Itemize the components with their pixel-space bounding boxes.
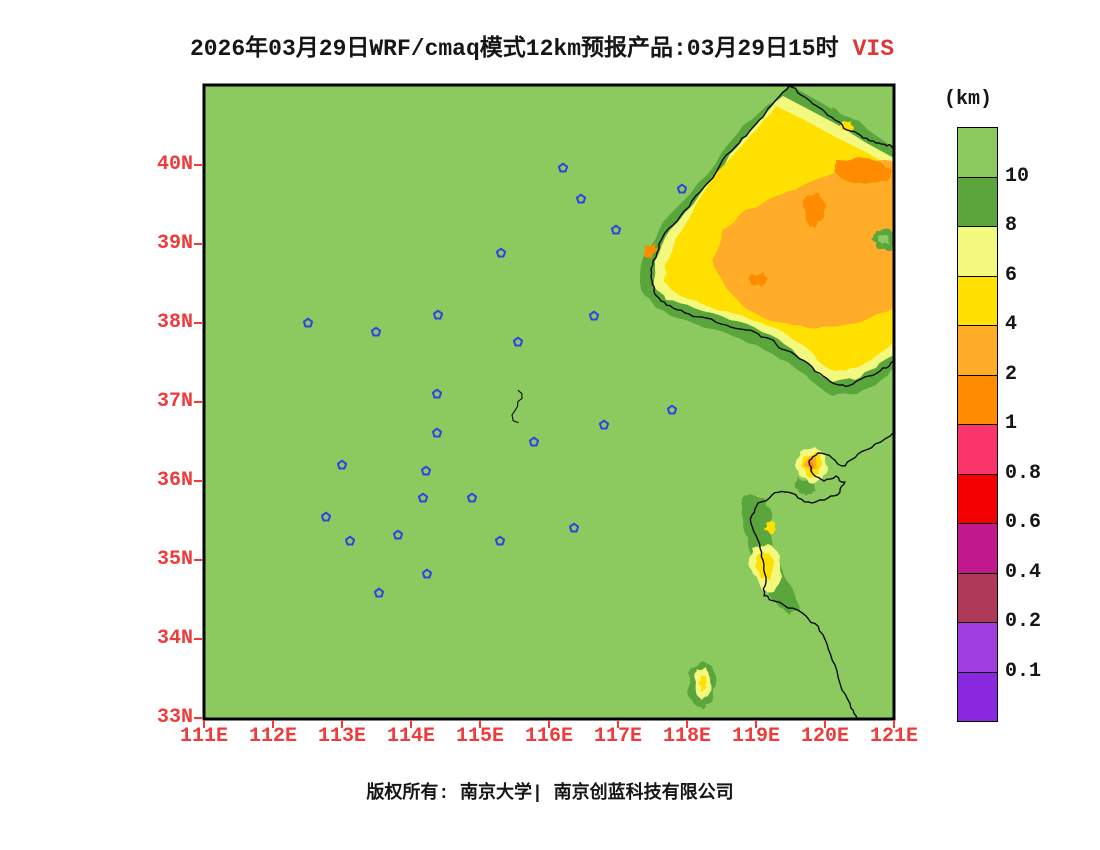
x-axis-label-119E: 119E [731,725,780,748]
y-axis-label-36N: 36N [156,469,193,492]
colorbar-segment-1 [957,176,998,227]
x-axis-label-113E: 113E [317,725,366,748]
y-axis-label-40N: 40N [156,153,193,176]
city-marker [557,162,569,173]
x-axis-label-111E: 111E [179,725,228,748]
yellow-sea-coast [749,432,893,718]
county-boundaries [511,389,523,424]
x-axis-label-115E: 115E [455,725,504,748]
fog-region-bohai-2-4 [712,160,893,329]
liaodong-coast [788,86,893,148]
colorbar-label-0.4: 0.4 [1005,560,1042,584]
city-marker [598,419,610,430]
y-axis-label-35N: 35N [156,548,193,571]
fog-region-liaodong-dot [839,120,854,133]
fog-region-bohai-1-2-a [834,157,893,184]
city-marker [588,310,600,321]
city-marker [676,183,688,194]
city-markers [302,162,688,598]
axis-ticks [194,164,895,728]
colorbar-label-0.1: 0.1 [1005,659,1042,683]
colorbar-label-0.6: 0.6 [1005,511,1042,534]
city-marker [420,465,432,476]
city-marker [466,492,478,503]
x-axis-label-120E: 120E [800,725,849,748]
fog-region-island-core [877,234,890,245]
page-title: 2026年03月29日WRF/cmaq模式12km预报产品:03月29日15时 V… [0,28,1084,62]
x-axis-label-118E: 118E [662,725,711,748]
colorbar-segment-11 [957,671,998,722]
city-marker [512,336,524,347]
fog-region-coast-streak-dot [764,520,776,535]
city-marker [528,436,540,447]
colorbar-label-0.2: 0.2 [1005,610,1042,633]
city-marker [417,492,429,503]
colorbar-label-6: 6 [1005,263,1018,287]
colorbar-segment-0 [957,127,998,178]
colorbar-segment-9 [957,572,998,623]
colorbar-segment-6 [957,424,998,475]
city-marker [495,247,507,258]
x-axis-label-116E: 116E [524,725,573,748]
fog-region-coast-orange-dot [644,243,659,258]
bohai-coast [650,86,893,388]
map-content [205,86,893,718]
colorbar-unit-label: (km) [943,88,992,111]
city-marker [431,427,443,438]
colorbar-segment-7 [957,473,998,524]
y-axis-label-38N: 38N [156,311,193,334]
copyright-text: 版权所有: 南京大学| 南京创蓝科技有限公司 [366,784,734,804]
colorbar-label-1: 1 [1005,412,1018,435]
city-marker [610,224,622,235]
y-axis-label-34N: 34N [156,627,193,650]
city-marker [336,459,348,470]
colorbar-segment-4 [957,325,998,376]
fog-region-qingdao-1-2 [809,461,815,470]
city-marker [666,404,678,415]
city-marker [302,317,314,328]
colorbar-label-4: 4 [1005,313,1018,336]
city-marker [421,568,433,579]
y-axis-label-37N: 37N [156,390,193,413]
y-axis-label-33N: 33N [156,706,193,729]
city-marker [432,309,444,320]
x-axis-label-112E: 112E [248,725,297,748]
city-marker [392,529,404,540]
fog-region-bohai-1-2-c [748,271,768,287]
title-text: 2026年03月29日WRF/cmaq模式12km预报产品:03月29日15时 [189,36,839,62]
x-axis-label-114E: 114E [386,725,435,748]
colorbar-segment-8 [957,523,998,574]
city-marker [320,511,332,522]
city-marker [373,587,385,598]
city-marker [494,535,506,546]
colorbar-segment-10 [957,622,998,673]
x-axis-label-121E: 121E [869,725,918,748]
colorbar-label-8: 8 [1005,214,1018,237]
colorbar-segment-3 [957,275,998,326]
colorbar-segment-5 [957,374,998,425]
city-marker [575,193,587,204]
city-marker [370,326,382,337]
fog-region-liaodong-band [827,107,877,142]
fog-region-qingdao-fringe [794,477,816,496]
map-frame [202,83,896,721]
city-marker [344,535,356,546]
city-marker [568,522,580,533]
colorbar-label-2: 2 [1005,362,1018,386]
fog-region-lake-blob-4-6 [698,675,707,692]
colorbar-segment-2 [957,226,998,277]
title-variable: VIS [852,36,895,62]
colorbar-label-0.8: 0.8 [1005,461,1042,485]
city-marker [431,388,443,399]
fog-region-bohai-1-2-b [802,193,826,228]
colorbar-label-10: 10 [1005,164,1030,188]
y-axis-label-39N: 39N [156,232,193,255]
x-axis-label-117E: 117E [593,725,642,748]
